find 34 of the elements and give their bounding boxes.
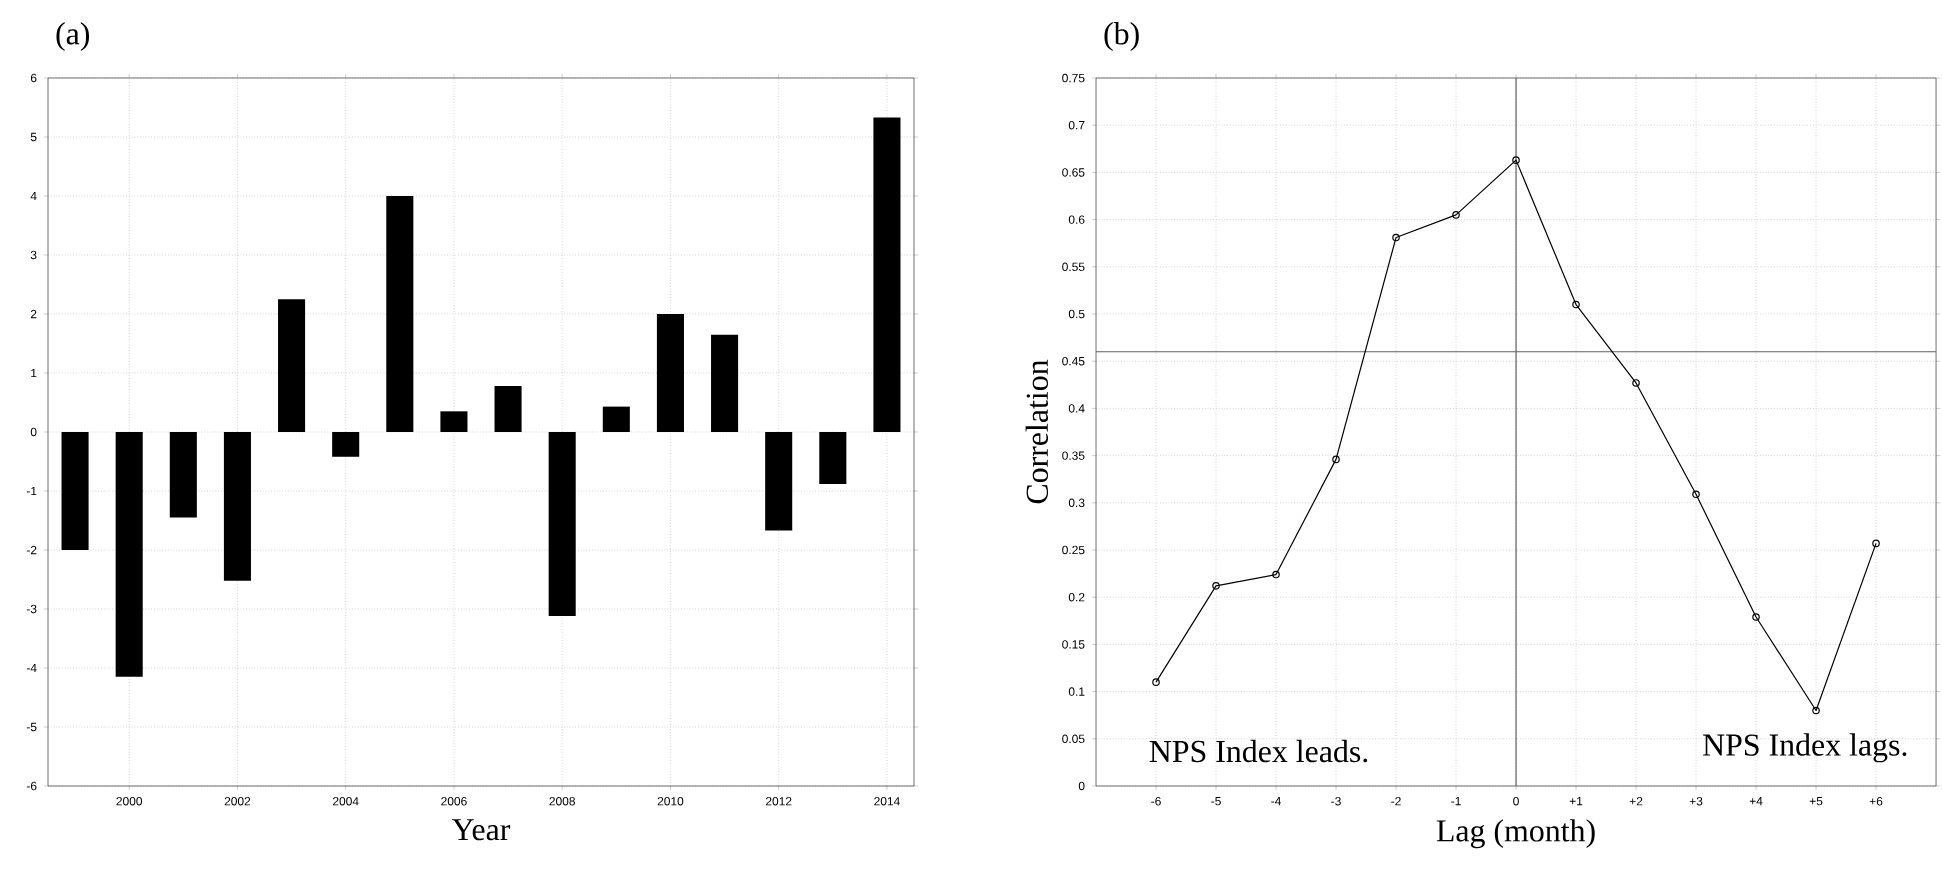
point bbox=[1812, 706, 1820, 715]
point bbox=[1392, 233, 1400, 242]
x-axis-title: Lag (month) bbox=[1436, 819, 1595, 849]
bar bbox=[169, 431, 197, 518]
bar bbox=[332, 431, 360, 457]
bar bbox=[711, 334, 739, 432]
bar bbox=[386, 195, 414, 432]
point bbox=[1692, 490, 1700, 499]
bar bbox=[115, 431, 143, 677]
bar bbox=[765, 431, 793, 531]
bar bbox=[278, 299, 306, 432]
point bbox=[1332, 455, 1340, 464]
chart-title: (b) bbox=[1104, 22, 1139, 52]
annotation: NPS Index lags. bbox=[1703, 733, 1907, 763]
bar bbox=[656, 313, 684, 432]
chart-title: (a) bbox=[56, 22, 90, 51]
bar bbox=[602, 406, 630, 432]
bar bbox=[548, 431, 576, 617]
bar bbox=[494, 385, 522, 432]
point bbox=[1752, 613, 1760, 621]
y-axis-title: Correlation bbox=[1025, 359, 1049, 504]
bar bbox=[223, 431, 251, 581]
x-axis-title: Year bbox=[451, 819, 511, 841]
point bbox=[1512, 156, 1520, 164]
point bbox=[1212, 582, 1220, 590]
point bbox=[1272, 570, 1280, 579]
bar bbox=[440, 411, 468, 432]
point bbox=[1632, 379, 1640, 387]
point bbox=[1572, 300, 1580, 309]
bar bbox=[819, 431, 847, 484]
annotation: NPS Index leads. bbox=[1149, 739, 1368, 763]
bar bbox=[61, 431, 89, 550]
point bbox=[1452, 211, 1460, 219]
bar bbox=[873, 117, 901, 432]
